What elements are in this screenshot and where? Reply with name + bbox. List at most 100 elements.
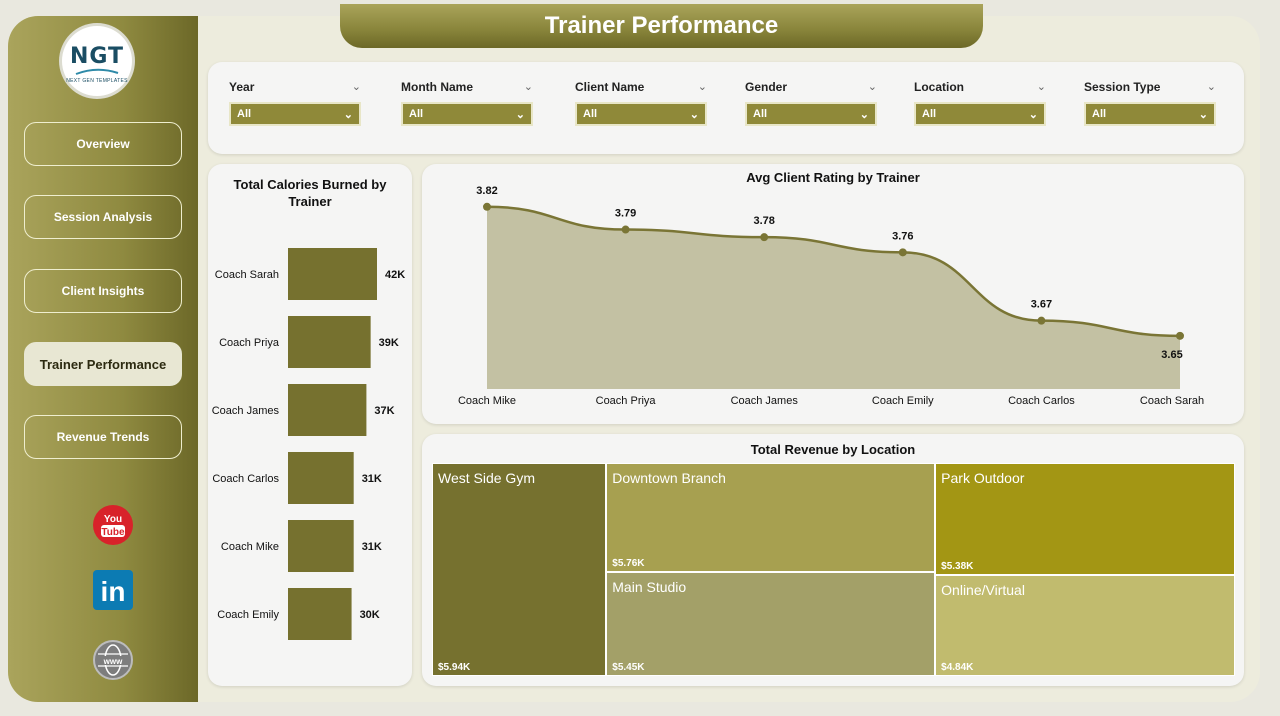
bar-coach-priya[interactable] [288, 316, 371, 368]
treemap-cell-downtown-branch[interactable]: Downtown Branch $5.76K [606, 463, 936, 573]
treemap-cell-main-studio[interactable]: Main Studio $5.45K [606, 572, 936, 676]
treemap-cell-label: Main Studio [612, 579, 687, 596]
chevron-down-icon[interactable]: ⌄ [867, 81, 877, 93]
filter-gender-select[interactable]: All ⌄ [745, 102, 877, 126]
rating-category-label: Coach Priya [596, 395, 657, 407]
treemap-cell-label: Park Outdoor [941, 470, 1025, 486]
bar-coach-sarah[interactable] [288, 248, 377, 300]
rating-line [486, 205, 1181, 338]
rating-area-chart: 3.82 Coach Mike 3.79 Coach Priya 3.78 Coach J… [458, 185, 1204, 407]
bar-value-label: 37K [374, 405, 394, 417]
logo-swoosh-icon [75, 68, 119, 75]
svg-text:www: www [103, 657, 123, 666]
calories-chart-title: Total Calories Burned by Trainer [233, 177, 387, 209]
treemap-cell-value: $5.45K [612, 661, 645, 673]
rating-category-label: Coach James [731, 395, 799, 407]
rating-value-label: 3.65 [1161, 349, 1182, 361]
filter-gender: Gender ⌄ All ⌄ [745, 80, 877, 126]
revenue-treemap: West Side Gym $5.94K Downtown Branch $5.76K… [432, 463, 1235, 676]
rating-value-label: 3.82 [476, 185, 497, 197]
filter-location: Location ⌄ All ⌄ [914, 80, 1046, 126]
rating-value-label: 3.78 [753, 215, 774, 227]
nav-overview-button[interactable]: Overview [24, 122, 182, 166]
nav-client-insights-button[interactable]: Client Insights [24, 269, 182, 313]
filter-session-select[interactable]: All ⌄ [1084, 102, 1216, 126]
treemap-cell-west-side-gym[interactable]: West Side Gym $5.94K [432, 463, 607, 676]
youtube-icon[interactable]: You Tube [93, 505, 133, 545]
chevron-down-icon[interactable]: ⌄ [1206, 81, 1216, 93]
rating-point-coach-carlos[interactable] [1037, 316, 1046, 325]
linkedin-icon[interactable]: in [93, 570, 133, 610]
rating-point-coach-emily[interactable] [898, 248, 907, 257]
bar-category-label: Coach Mike [221, 541, 279, 553]
treemap-cell-online-virtual[interactable]: Online/Virtual $4.84K [935, 575, 1235, 676]
nav-trainer-performance-button[interactable]: Trainer Performance [24, 342, 182, 386]
bar-coach-emily[interactable] [288, 588, 352, 640]
bar-coach-mike[interactable] [288, 520, 354, 572]
filter-location-label: Location [914, 80, 964, 94]
nav-session-analysis-button[interactable]: Session Analysis [24, 195, 182, 239]
svg-text:in: in [101, 576, 126, 607]
title-bar: Trainer Performance [340, 4, 983, 48]
svg-text:You: You [104, 514, 122, 525]
chevron-down-icon: ⌄ [859, 108, 869, 121]
bar-category-label: Coach Sarah [215, 269, 279, 281]
chevron-down-icon: ⌄ [515, 108, 525, 121]
filter-month-label: Month Name [401, 80, 473, 94]
rating-value-label: 3.67 [1031, 299, 1052, 311]
treemap-cell-park-outdoor[interactable]: Park Outdoor $5.38K [935, 463, 1235, 576]
chevron-down-icon[interactable]: ⌄ [523, 81, 533, 93]
filter-gender-label: Gender [745, 80, 788, 94]
treemap-cell-label: Online/Virtual [941, 582, 1025, 599]
svg-text:Tube: Tube [101, 527, 125, 538]
chevron-down-icon[interactable]: ⌄ [1036, 81, 1046, 93]
filter-session-label: Session Type [1084, 80, 1161, 94]
rating-category-label: Coach Emily [872, 395, 934, 407]
bar-category-label: Coach Priya [219, 337, 280, 349]
rating-point-coach-priya[interactable] [621, 225, 630, 234]
bar-category-label: Coach Carlos [212, 473, 279, 485]
rating-value-label: 3.76 [892, 230, 913, 242]
treemap-cell-value: $5.94K [438, 662, 471, 673]
filter-session-type: Session Type ⌄ All ⌄ [1084, 80, 1216, 126]
rating-category-label: Coach Sarah [1140, 395, 1204, 407]
calories-bar-chart: Coach Sarah 42K Coach Priya 39K Coach James 3… [212, 248, 405, 640]
rating-point-coach-sarah[interactable] [1176, 331, 1184, 340]
bar-category-label: Coach James [212, 405, 280, 417]
rating-category-label: Coach Mike [458, 395, 516, 407]
logo-text: NGT [69, 44, 125, 69]
nav-revenue-trends-button[interactable]: Revenue Trends [24, 415, 182, 459]
chevron-down-icon[interactable]: ⌄ [697, 81, 707, 93]
bar-category-label: Coach Emily [217, 609, 279, 621]
filter-month-select[interactable]: All ⌄ [401, 102, 533, 126]
bar-value-label: 39K [379, 337, 399, 349]
filter-client-select[interactable]: All ⌄ [575, 102, 707, 126]
bar-value-label: 42K [385, 269, 405, 281]
chevron-down-icon: ⌄ [1198, 108, 1208, 121]
bar-value-label: 31K [362, 473, 382, 485]
chevron-down-icon: ⌄ [689, 108, 699, 121]
rating-area-fill [487, 206, 1180, 389]
rating-point-coach-james[interactable] [760, 233, 769, 242]
rating-point-coach-mike[interactable] [483, 202, 491, 211]
filter-client-name: Client Name ⌄ All ⌄ [575, 80, 707, 126]
bar-coach-james[interactable] [288, 384, 367, 436]
rating-value-label: 3.79 [615, 208, 636, 220]
treemap-cell-label: Downtown Branch [612, 470, 726, 486]
filter-panel [208, 62, 1244, 154]
chevron-down-icon: ⌄ [343, 108, 353, 121]
rating-category-label: Coach Carlos [1008, 395, 1075, 407]
page-title: Trainer Performance [544, 12, 779, 39]
treemap-cell-value: $5.38K [941, 561, 974, 573]
filter-client-label: Client Name [575, 80, 645, 94]
rating-chart-title: Avg Client Rating by Trainer [746, 170, 920, 185]
bar-coach-carlos[interactable] [288, 452, 354, 504]
chevron-down-icon: ⌄ [1028, 108, 1038, 121]
chevron-down-icon[interactable]: ⌄ [351, 81, 361, 93]
filter-location-select[interactable]: All ⌄ [914, 102, 1046, 126]
globe-icon[interactable]: www [93, 640, 133, 680]
treemap-cell-value: $5.76K [612, 558, 645, 570]
treemap-cell-value: $4.84K [941, 661, 974, 673]
bar-value-label: 30K [360, 609, 380, 621]
filter-year-select[interactable]: All ⌄ [229, 102, 361, 126]
